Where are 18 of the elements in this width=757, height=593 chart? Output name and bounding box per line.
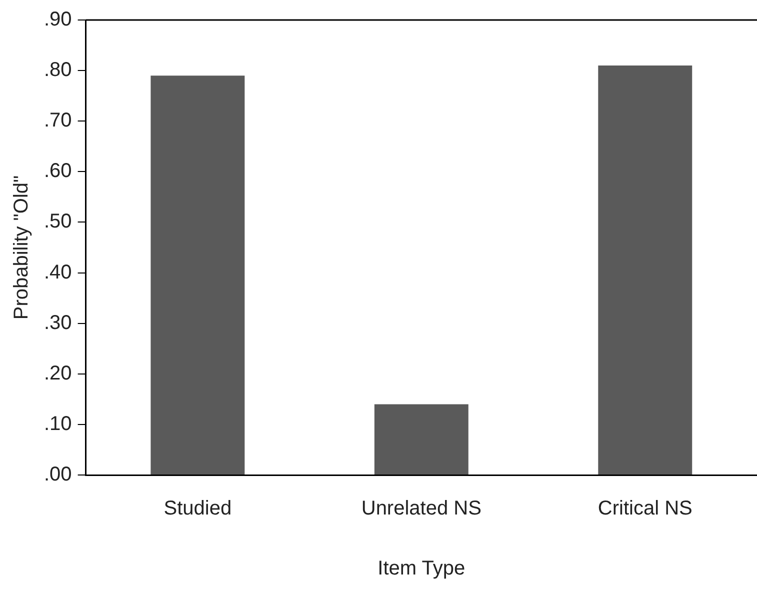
bar [374, 404, 468, 474]
y-axis-title: Probability "Old" [10, 175, 33, 320]
y-tick-label: .50 [44, 210, 72, 233]
y-tick-label: .10 [44, 412, 72, 435]
y-tick-label: .00 [44, 464, 72, 486]
y-tick-label: .80 [44, 59, 72, 82]
y-tick-label: .60 [44, 160, 72, 182]
x-tick-label: Critical NS [598, 498, 692, 520]
y-tick-label: .70 [44, 110, 72, 132]
bar [598, 66, 692, 474]
x-axis-title: Item Type [378, 558, 466, 580]
y-tick-label: .20 [44, 362, 72, 384]
x-tick-label: Unrelated NS [361, 498, 482, 520]
y-tick-label: .90 [44, 8, 72, 31]
y-tick-label: .30 [44, 312, 72, 334]
x-tick-label: Studied [164, 498, 232, 520]
bar [150, 76, 245, 474]
y-tick-label: .40 [44, 261, 72, 284]
